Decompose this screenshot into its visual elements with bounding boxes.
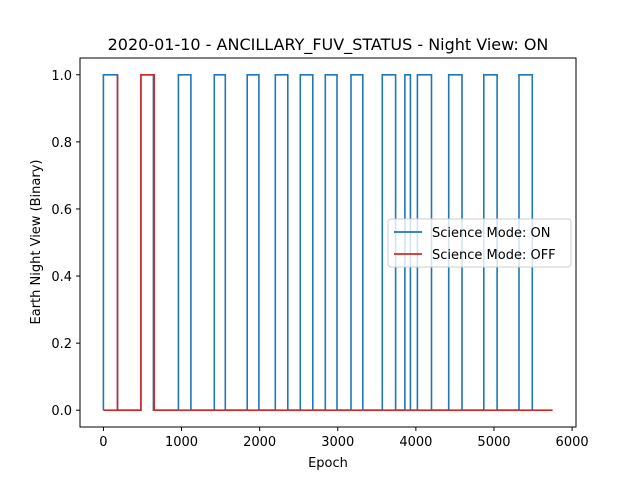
y-tick-label: 0.0 xyxy=(51,404,72,419)
x-tick-label: 6000 xyxy=(556,435,589,450)
plot-frame xyxy=(79,57,577,428)
x-tick-label: 5000 xyxy=(477,435,510,450)
x-axis-label: Epoch xyxy=(308,456,348,471)
x-tick-label: 3000 xyxy=(321,435,354,450)
y-tick-label: 0.6 xyxy=(51,203,72,218)
x-tick-label: 0 xyxy=(99,435,107,450)
y-tick-label: 0.8 xyxy=(51,136,72,151)
y-axis-label: Earth Night View (Binary) xyxy=(29,160,44,325)
series-line-science-mode-off xyxy=(103,74,553,412)
legend-entry: Science Mode: ON xyxy=(432,226,550,241)
series-line-science-mode-on xyxy=(102,74,534,412)
legend: Science Mode: ON Science Mode: OFF xyxy=(387,218,572,268)
chart-title: 2020-01-10 - ANCILLARY_FUV_STATUS - Nigh… xyxy=(108,35,549,55)
plot-area xyxy=(102,74,553,412)
y-axis: 0.0 0.2 0.4 0.6 0.8 1.0 xyxy=(51,69,80,419)
y-tick-label: 0.4 xyxy=(51,270,72,285)
legend-entry: Science Mode: OFF xyxy=(432,248,556,263)
x-axis: 0 1000 2000 3000 4000 5000 6000 xyxy=(99,427,589,450)
x-tick-label: 2000 xyxy=(243,435,276,450)
y-tick-label: 1.0 xyxy=(51,69,72,84)
x-tick-label: 1000 xyxy=(165,435,198,450)
legend-box xyxy=(387,218,572,268)
x-tick-label: 4000 xyxy=(399,435,432,450)
y-tick-label: 0.2 xyxy=(51,337,72,352)
